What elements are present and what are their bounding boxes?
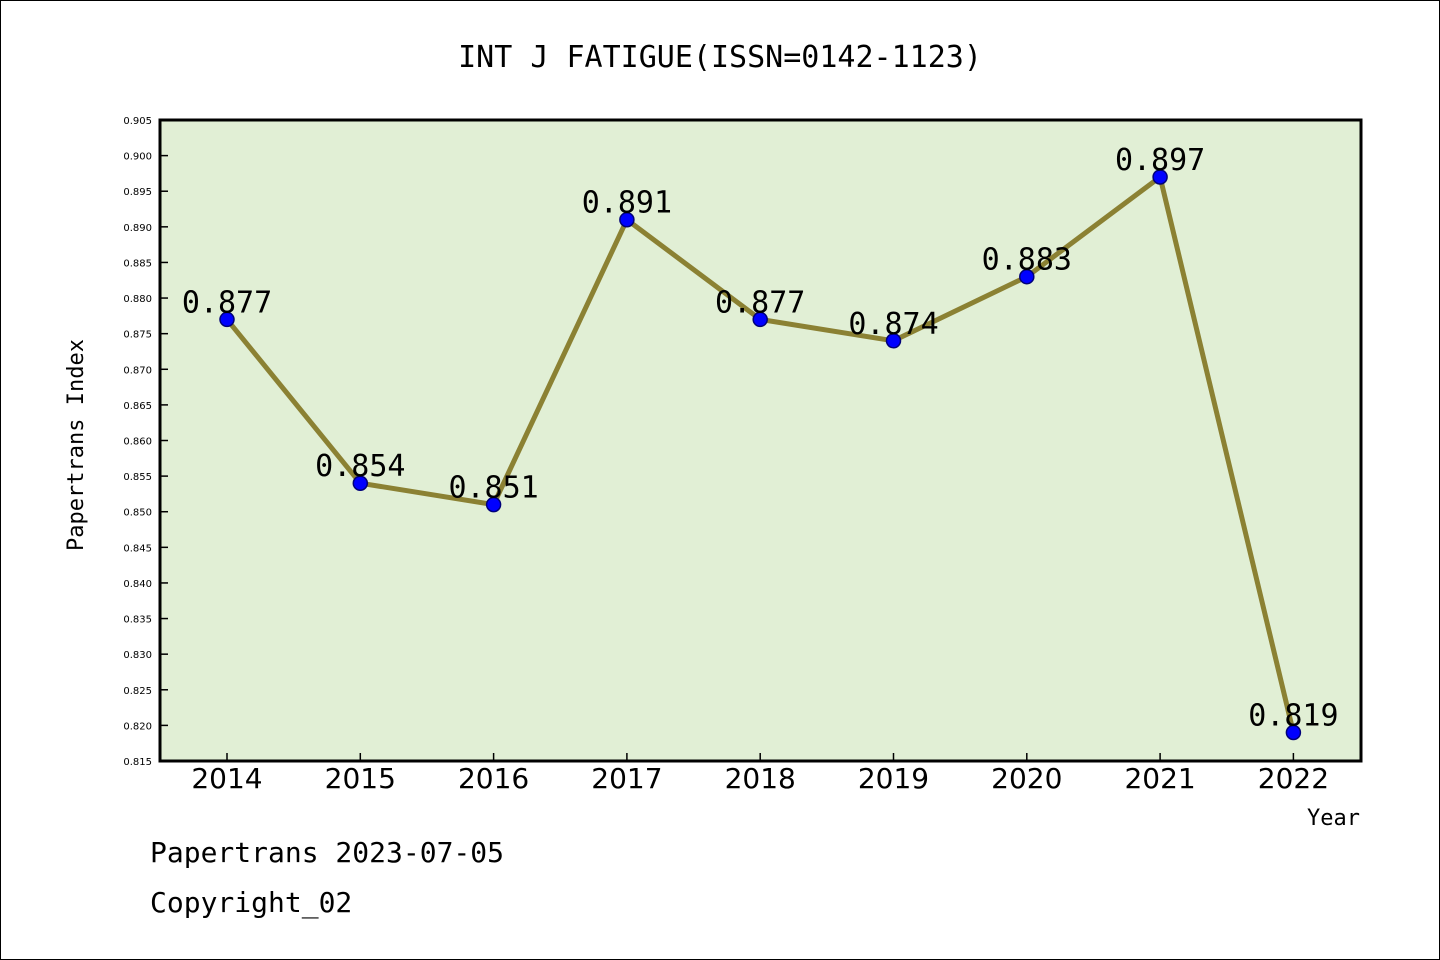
y-axis-label: Papertrans Index [64, 339, 89, 551]
y-tick-label: 0.825 [123, 686, 152, 697]
x-tick-label: 2018 [725, 762, 796, 795]
data-point [352, 475, 369, 491]
footer-copyright: Copyright_02 [150, 886, 353, 919]
x-tick-label: 2019 [858, 762, 929, 795]
y-tick-label: 0.875 [123, 330, 152, 341]
data-label: 0.854 [315, 449, 405, 484]
x-tick-label: 2015 [325, 762, 396, 795]
data-points [219, 169, 1302, 741]
x-tick-label: 2017 [591, 762, 662, 795]
plot-area [158, 118, 1363, 763]
data-point [485, 496, 502, 513]
y-tick-label: 0.895 [123, 187, 152, 198]
y-tick-label: 0.830 [123, 650, 152, 661]
data-point [1152, 169, 1168, 185]
x-tick-label: 2014 [191, 762, 262, 795]
y-axis-ticks: 0.815 0.820 0.825 0.830 0.835 0.840 0.845 0.850… [123, 116, 168, 768]
data-labels: 0.877 0.854 0.851 0.891 0.877 0.874 0.883 0.897… [182, 143, 1339, 734]
y-tick-label: 0.815 [123, 757, 152, 768]
data-point [619, 211, 635, 228]
y-tick-label: 0.835 [123, 615, 152, 626]
y-tick-label: 0.850 [123, 508, 152, 519]
data-point [752, 311, 768, 328]
y-tick-label: 0.865 [123, 401, 152, 412]
y-tick-label: 0.860 [123, 437, 152, 448]
x-tick-label: 2020 [991, 762, 1062, 795]
y-tick-label: 0.855 [123, 472, 152, 483]
y-tick-label: 0.890 [123, 223, 152, 234]
y-tick-label: 0.885 [123, 258, 152, 269]
data-point [219, 311, 235, 328]
data-label: 0.897 [1115, 143, 1205, 178]
data-label: 0.891 [582, 186, 672, 221]
y-tick-label: 0.820 [123, 721, 152, 732]
data-label: 0.883 [982, 243, 1072, 278]
x-tick-label: 2022 [1258, 762, 1329, 795]
y-tick-label: 0.870 [123, 365, 152, 376]
data-point [1285, 724, 1302, 741]
data-point [1019, 268, 1035, 285]
chart-title: INT J FATIGUE(ISSN=0142-1123) [458, 40, 982, 75]
x-axis-label: Year [1307, 806, 1360, 831]
y-tick-label: 0.900 [123, 152, 152, 163]
y-tick-label: 0.880 [123, 294, 152, 305]
y-tick-label: 0.840 [123, 579, 152, 590]
footer-date: Papertrans 2023-07-05 [150, 836, 505, 869]
x-tick-label: 2016 [458, 762, 529, 795]
x-axis-ticks: 2014 2015 2016 2017 2018 2019 2020 2021 2022 [191, 753, 1329, 795]
y-tick-label: 0.845 [123, 543, 152, 554]
data-point [885, 333, 902, 349]
data-label: 0.851 [448, 471, 538, 506]
data-label: 0.819 [1248, 699, 1338, 734]
data-label: 0.874 [848, 307, 938, 342]
data-label: 0.877 [182, 285, 272, 320]
y-tick-label: 0.905 [123, 116, 152, 127]
data-label: 0.877 [715, 285, 805, 320]
x-tick-label: 2021 [1124, 762, 1195, 795]
